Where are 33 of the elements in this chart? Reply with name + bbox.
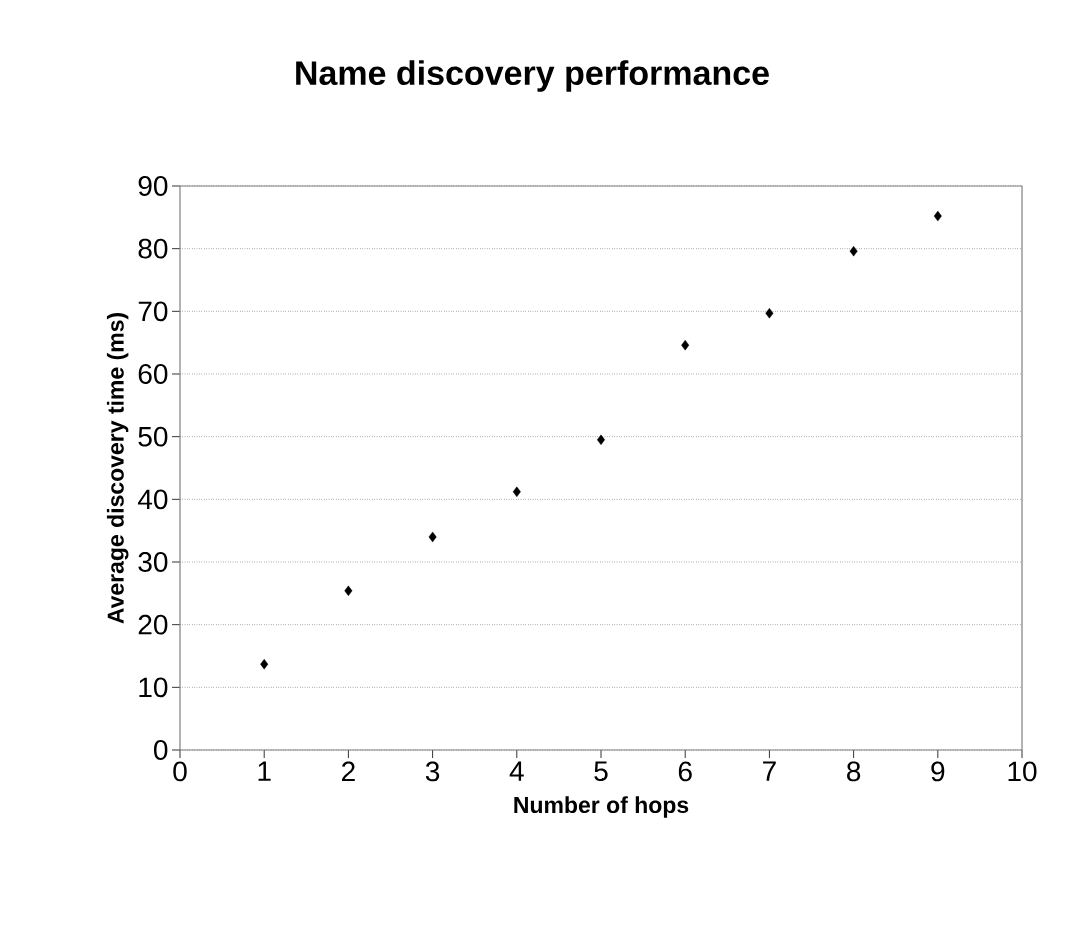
- x-tick-label: 4: [509, 761, 524, 781]
- y-tick-label: 50: [138, 426, 168, 447]
- x-tick-label: 2: [342, 761, 355, 782]
- y-tick-label: 0: [154, 740, 168, 760]
- y-tick-label: 60: [138, 364, 168, 384]
- y-tick-label: 90: [138, 176, 168, 196]
- point: [344, 585, 353, 597]
- x-tick-label: 8: [847, 761, 861, 782]
- y-tick-label: 80: [138, 238, 168, 259]
- point: [260, 658, 269, 670]
- y-tick-label: 70: [138, 301, 168, 322]
- y-axis-title: Average discovery time (ms): [106, 313, 129, 624]
- chart-title: Name discovery performance: [296, 60, 769, 92]
- x-tick-label: 10: [1008, 761, 1037, 782]
- point: [428, 531, 437, 543]
- point: [765, 308, 774, 319]
- x-tick-label: 9: [931, 761, 945, 782]
- x-tick-label: 0: [173, 761, 187, 782]
- y-tick-label: 30: [138, 552, 168, 572]
- x-tick-label: 7: [763, 761, 776, 781]
- point: [849, 245, 858, 257]
- point: [597, 434, 605, 445]
- point: [933, 210, 942, 222]
- point: [512, 486, 521, 498]
- y-tick-label: 40: [137, 489, 168, 510]
- x-tick-label: 5: [594, 761, 608, 782]
- y-tick-label: 10: [139, 677, 168, 698]
- x-tick-label: 1: [258, 761, 271, 781]
- point: [681, 339, 690, 351]
- y-tick-label: 20: [138, 614, 168, 635]
- x-tick-label: 3: [425, 761, 440, 782]
- x-axis-title: Number of hops: [514, 796, 689, 818]
- x-tick-label: 6: [678, 761, 692, 782]
